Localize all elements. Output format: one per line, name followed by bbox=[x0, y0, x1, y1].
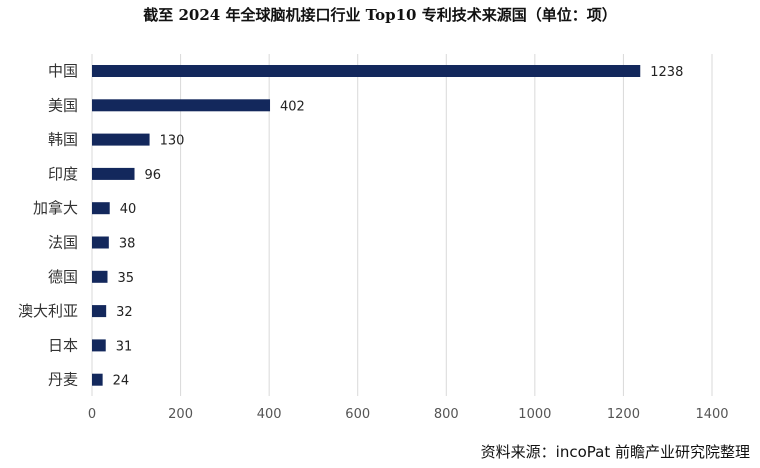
gridlines bbox=[91, 54, 713, 396]
bars bbox=[92, 65, 641, 386]
bar bbox=[92, 339, 106, 352]
x-axis-ticks: 0 200 400 600 800 1000 1200 1400 bbox=[88, 407, 729, 422]
data-label: 32 bbox=[116, 305, 133, 320]
bar bbox=[92, 99, 271, 112]
bar bbox=[92, 373, 103, 386]
data-label: 130 bbox=[160, 134, 185, 149]
bar bbox=[92, 236, 109, 249]
x-tick-label: 600 bbox=[345, 407, 370, 422]
data-label: 40 bbox=[120, 202, 137, 217]
data-label: 38 bbox=[119, 237, 136, 252]
bar bbox=[92, 270, 108, 283]
data-label: 24 bbox=[113, 374, 130, 389]
bar bbox=[92, 202, 110, 215]
bar bbox=[92, 65, 641, 77]
category-label: 日本 bbox=[48, 336, 78, 354]
source-note: 资料来源：incoPat 前瞻产业研究院整理 bbox=[480, 443, 750, 461]
data-label: 35 bbox=[118, 271, 135, 286]
category-label: 印度 bbox=[48, 165, 78, 183]
chart-title: 截至 2024 年全球脑机接口行业 Top10 专利技术来源国（单位：项） bbox=[143, 6, 617, 24]
category-label: 韩国 bbox=[48, 131, 78, 149]
category-label: 美国 bbox=[48, 96, 78, 114]
data-label: 31 bbox=[116, 339, 133, 354]
x-tick-label: 200 bbox=[168, 407, 193, 422]
data-labels: 1238 402 130 96 40 38 35 32 31 24 bbox=[113, 65, 684, 389]
x-tick-label: 1400 bbox=[695, 407, 728, 422]
bar bbox=[92, 305, 107, 318]
data-label: 402 bbox=[280, 99, 305, 114]
category-label: 丹麦 bbox=[48, 371, 78, 389]
x-tick-label: 1200 bbox=[607, 407, 640, 422]
data-label: 1238 bbox=[650, 65, 683, 80]
category-label: 加拿大 bbox=[33, 199, 78, 217]
x-tick-label: 1000 bbox=[518, 407, 551, 422]
x-tick-label: 800 bbox=[434, 407, 459, 422]
category-label: 中国 bbox=[48, 62, 78, 80]
category-label: 法国 bbox=[48, 234, 78, 252]
category-label: 德国 bbox=[48, 268, 78, 286]
bar bbox=[92, 167, 135, 180]
category-label: 澳大利亚 bbox=[18, 302, 78, 320]
x-tick-label: 400 bbox=[257, 407, 282, 422]
bar bbox=[92, 133, 150, 146]
x-tick-label: 0 bbox=[88, 407, 96, 422]
data-label: 96 bbox=[145, 168, 162, 183]
